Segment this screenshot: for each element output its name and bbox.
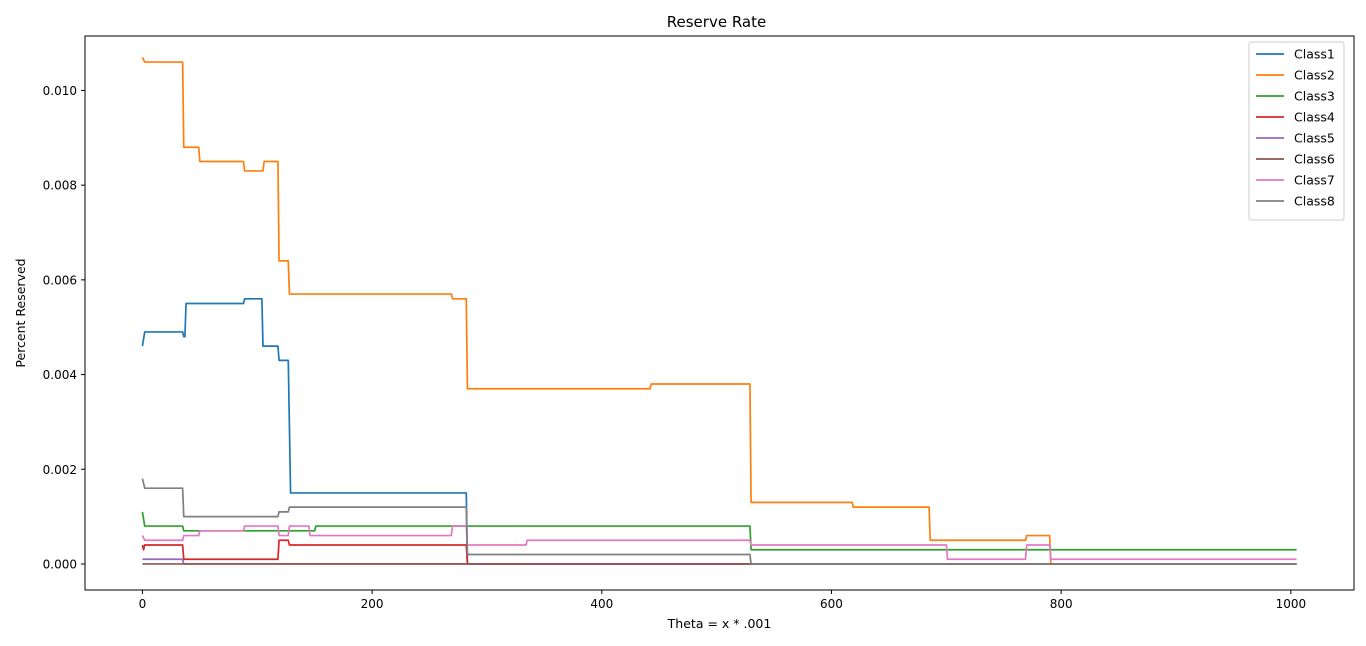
legend-label-class8: Class8 <box>1294 194 1335 209</box>
series-line-class3 <box>141 511 1297 551</box>
x-tick-label: 800 <box>1050 597 1073 611</box>
series-line-class7 <box>141 525 1297 561</box>
legend-label-class5: Class5 <box>1294 131 1335 146</box>
x-tick-label: 200 <box>361 597 384 611</box>
x-tick-label: 400 <box>590 597 613 611</box>
y-axis-label: Percent Reserved <box>13 258 28 367</box>
x-tick-label: 1000 <box>1276 597 1307 611</box>
series-line-class2 <box>141 56 1297 565</box>
legend-label-class3: Class3 <box>1294 89 1335 104</box>
y-tick-label: 0.008 <box>43 179 77 193</box>
y-tick-label: 0.010 <box>43 84 77 98</box>
legend-label-class2: Class2 <box>1294 68 1335 83</box>
y-tick-label: 0.006 <box>43 273 77 287</box>
chart-title: Reserve Rate <box>667 13 766 31</box>
x-tick-label: 0 <box>139 597 147 611</box>
y-axis: 0.000 0.002 0.004 0.006 0.008 0.010 <box>43 84 85 571</box>
x-tick-label: 600 <box>820 597 843 611</box>
x-axis-label: Theta = x * .001 <box>667 616 772 631</box>
series-line-class1 <box>141 297 1297 565</box>
legend-label-class4: Class4 <box>1294 110 1335 125</box>
series-line-class4 <box>141 539 1297 565</box>
y-tick-label: 0.000 <box>43 557 77 571</box>
legend-box <box>1248 41 1345 221</box>
y-tick-label: 0.004 <box>43 368 77 382</box>
legend-label-class7: Class7 <box>1294 173 1335 188</box>
plot-frame <box>84 35 1355 591</box>
legend: Class1 Class2 Class3 Class4 Class5 Class6 Clas… <box>1248 41 1345 221</box>
plot-area <box>141 56 1297 565</box>
y-tick-label: 0.002 <box>43 463 77 477</box>
legend-label-class6: Class6 <box>1294 152 1335 167</box>
series-line-class8 <box>141 478 1297 565</box>
x-axis: 0 200 400 600 800 1000 <box>139 590 1307 611</box>
legend-label-class1: Class1 <box>1294 47 1335 62</box>
